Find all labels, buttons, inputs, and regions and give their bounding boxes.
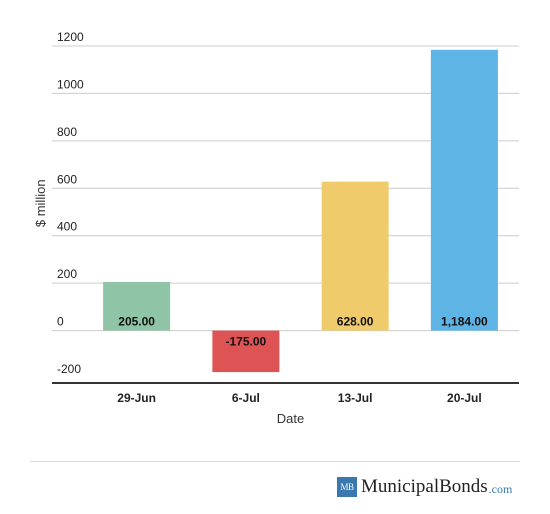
y-tick-label: 1200: [57, 30, 84, 44]
data-label-13-Jul: 628.00: [337, 315, 374, 329]
x-axis-ticks: 29-Jun 6-Jul 13-Jul 20-Jul: [117, 391, 481, 405]
x-tick-label: 20-Jul: [447, 391, 482, 405]
x-tick-label: 29-Jun: [117, 391, 156, 405]
bar-6-Jul: [212, 330, 280, 373]
x-tick-label: 13-Jul: [338, 391, 373, 405]
brand-tld: .com: [488, 481, 513, 496]
y-tick-label: -200: [57, 362, 81, 376]
brand-name: MunicipalBonds: [361, 476, 488, 497]
y-tick-label: 200: [57, 267, 77, 281]
data-label-20-Jul: 1,184.00: [441, 315, 488, 329]
y-tick-label: 0: [57, 315, 64, 329]
bar-13-Jul: [321, 181, 389, 331]
brand-mark-icon: MB: [337, 477, 357, 497]
data-label-29-Jun: 205.00: [118, 315, 155, 329]
bar-29-Jun: [103, 281, 171, 331]
y-axis-title: $ million: [33, 179, 48, 227]
x-tick-label: 6-Jul: [232, 391, 260, 405]
x-axis-title: Date: [277, 411, 304, 426]
bar-chart: -200 0 200 400 600 800 1000 1200 205.00 -175.00 6…: [33, 30, 519, 426]
bar-20-Jul: [430, 49, 498, 331]
brand-logo[interactable]: MB MunicipalBonds .com: [337, 476, 512, 498]
y-tick-label: 400: [57, 220, 77, 234]
y-tick-label: 800: [57, 125, 77, 139]
footer-divider: [30, 461, 520, 462]
y-axis-ticks: -200 0 200 400 600 800 1000 1200: [57, 30, 84, 376]
y-tick-label: 600: [57, 172, 77, 186]
data-labels: 205.00 -175.00 628.00 1,184.00: [118, 315, 488, 349]
y-tick-label: 1000: [57, 77, 84, 91]
bars: [103, 49, 498, 373]
data-label-6-Jul: -175.00: [226, 335, 267, 349]
